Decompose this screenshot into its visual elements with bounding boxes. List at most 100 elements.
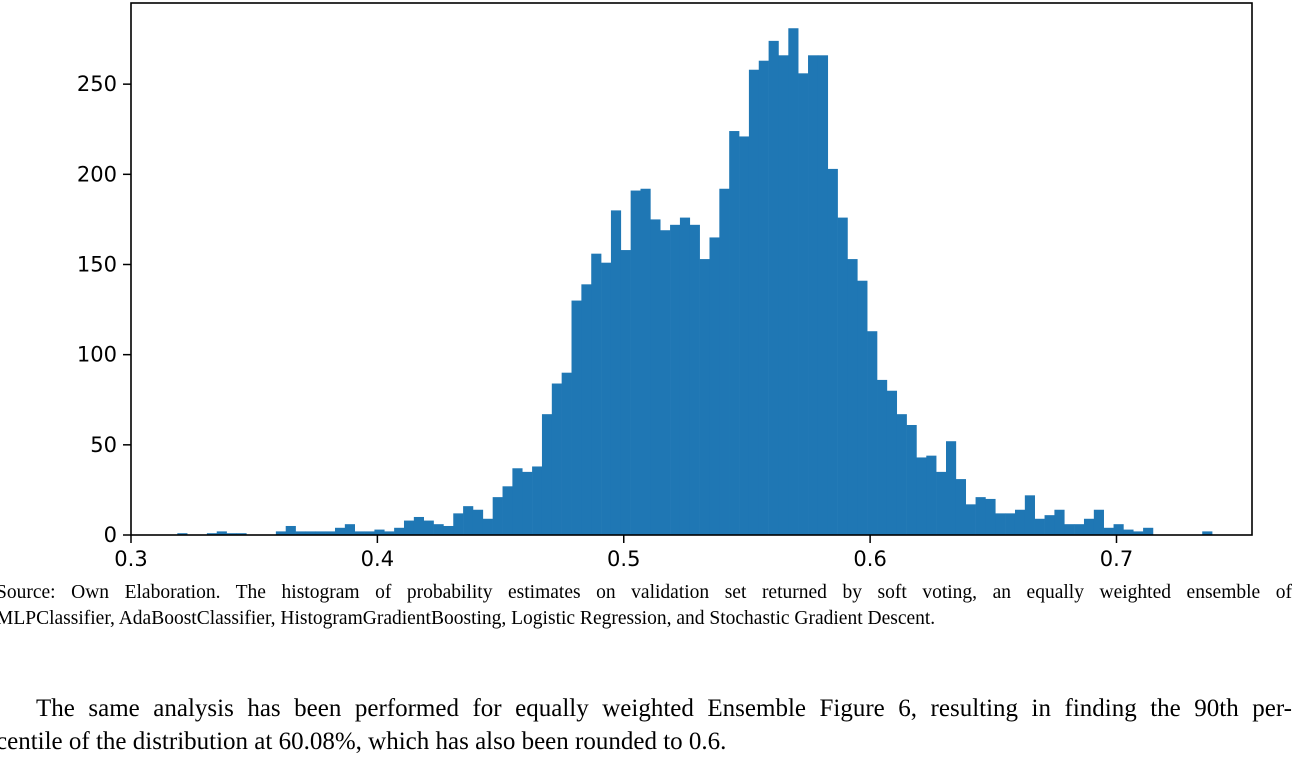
histogram-bar (374, 529, 385, 535)
x-tick-label: 0.5 (607, 547, 640, 571)
y-tick-label: 100 (77, 343, 117, 367)
y-tick-label: 150 (77, 252, 117, 276)
histogram-bar (788, 28, 799, 535)
histogram-bar (601, 262, 612, 535)
histogram-bar (285, 525, 296, 535)
histogram-chart: 0 50 100 150 200 250 0.3 0.4 0.5 0.6 0.7 (77, 2, 1253, 571)
figure-caption: Source: Own Elaboration. The histogram o… (0, 580, 1292, 632)
body-line-2: centile of the distribution at 60.08%, w… (0, 728, 727, 755)
histogram-bar (847, 259, 858, 535)
histogram-bar (679, 217, 691, 535)
histogram-bar (551, 383, 562, 535)
histogram-bar (827, 168, 838, 535)
histogram-bar (936, 471, 947, 535)
histogram-bar (1064, 524, 1075, 535)
x-tick-label: 0.6 (853, 547, 886, 571)
histogram-bar (709, 237, 720, 535)
histogram-bar (364, 531, 375, 535)
histogram-bar (325, 531, 336, 535)
histogram-bar (857, 280, 868, 535)
histogram-bar (1202, 531, 1213, 535)
histogram-bar (581, 284, 592, 535)
body-line-1: The same analysis has been performed for… (36, 695, 1292, 722)
histogram-bar (955, 479, 967, 535)
histogram-bar (591, 253, 602, 536)
histogram-bar (630, 190, 641, 536)
x-tick-label: 0.3 (114, 547, 147, 571)
histogram-bar (236, 533, 247, 535)
histogram-bar (729, 131, 740, 536)
histogram-bar (995, 513, 1006, 535)
histogram-bar (916, 457, 927, 535)
histogram-bar (502, 486, 513, 535)
histogram-bar (1014, 509, 1026, 535)
histogram-bar (482, 518, 493, 535)
histogram-bar (1093, 509, 1104, 535)
histogram-bar (985, 498, 996, 535)
histogram-bar (975, 497, 986, 535)
y-tick-label: 200 (77, 162, 117, 186)
x-axis: 0.3 0.4 0.5 0.6 0.7 (114, 535, 1133, 571)
histogram-bar (808, 55, 819, 536)
histogram-bar (1083, 518, 1095, 535)
histogram-bar (463, 506, 474, 535)
histogram-bar (758, 60, 769, 536)
histogram-bar (1074, 524, 1085, 535)
histogram-bar (620, 250, 631, 535)
histogram-bar (275, 531, 287, 535)
histogram-bar (798, 73, 809, 535)
histogram-bar (837, 217, 848, 535)
histogram-bar (778, 55, 789, 536)
y-tick-label: 250 (77, 72, 117, 96)
histogram-bar (965, 504, 976, 535)
caption-line-1: Source: Own Elaboration. The histogram o… (0, 582, 1292, 603)
histogram-bar (384, 531, 395, 535)
histogram-bar (226, 533, 237, 535)
histogram-bar (1103, 527, 1114, 535)
histogram-bar (335, 527, 346, 535)
y-axis: 0 50 100 150 200 250 (77, 72, 131, 547)
histogram-bar (739, 136, 750, 535)
histogram-bar (906, 424, 917, 535)
histogram-bar (640, 188, 651, 535)
histogram-bar (532, 466, 543, 535)
plot-frame (130, 2, 1253, 536)
histogram-bar (344, 524, 355, 535)
histogram-bar (1054, 509, 1065, 535)
histogram-bar (748, 69, 760, 535)
histogram-bar (354, 531, 365, 535)
histogram-bar (877, 379, 888, 535)
histogram-bar (610, 210, 622, 535)
histogram-bar (216, 531, 227, 535)
histogram-bar (1034, 518, 1045, 535)
caption-line-2: MLPClassifier, AdaBoostClassifier, Histo… (0, 608, 936, 629)
histogram-bar (492, 497, 503, 535)
histogram-bar (1143, 527, 1154, 535)
histogram-bar (1113, 524, 1124, 535)
histogram-bar (1005, 513, 1016, 535)
histogram-bar (867, 331, 878, 535)
histogram-bar (561, 372, 572, 535)
histogram-bar (571, 300, 582, 535)
histogram-bar (522, 471, 533, 535)
histogram-bar (699, 259, 710, 535)
histogram-bar (453, 513, 464, 535)
y-tick-label: 50 (90, 433, 117, 457)
histogram-bar (443, 525, 454, 535)
histogram-bar (817, 55, 829, 536)
histogram-bar (1024, 495, 1035, 535)
histogram-bar (660, 230, 671, 536)
histogram-bar (433, 524, 444, 535)
histogram-bar (719, 188, 730, 535)
histogram-bar (177, 533, 188, 535)
histogram-bar (946, 441, 957, 535)
histogram-bar (315, 531, 326, 535)
histogram-bar (423, 520, 434, 535)
histogram-bar (394, 527, 405, 535)
body-paragraph: The same analysis has been performed for… (0, 692, 1292, 758)
x-tick-label: 0.7 (1100, 547, 1133, 571)
histogram-bar (1133, 531, 1144, 535)
y-tick-label: 0 (104, 523, 117, 547)
x-tick-label: 0.4 (361, 547, 394, 571)
histogram-bar (206, 533, 218, 535)
